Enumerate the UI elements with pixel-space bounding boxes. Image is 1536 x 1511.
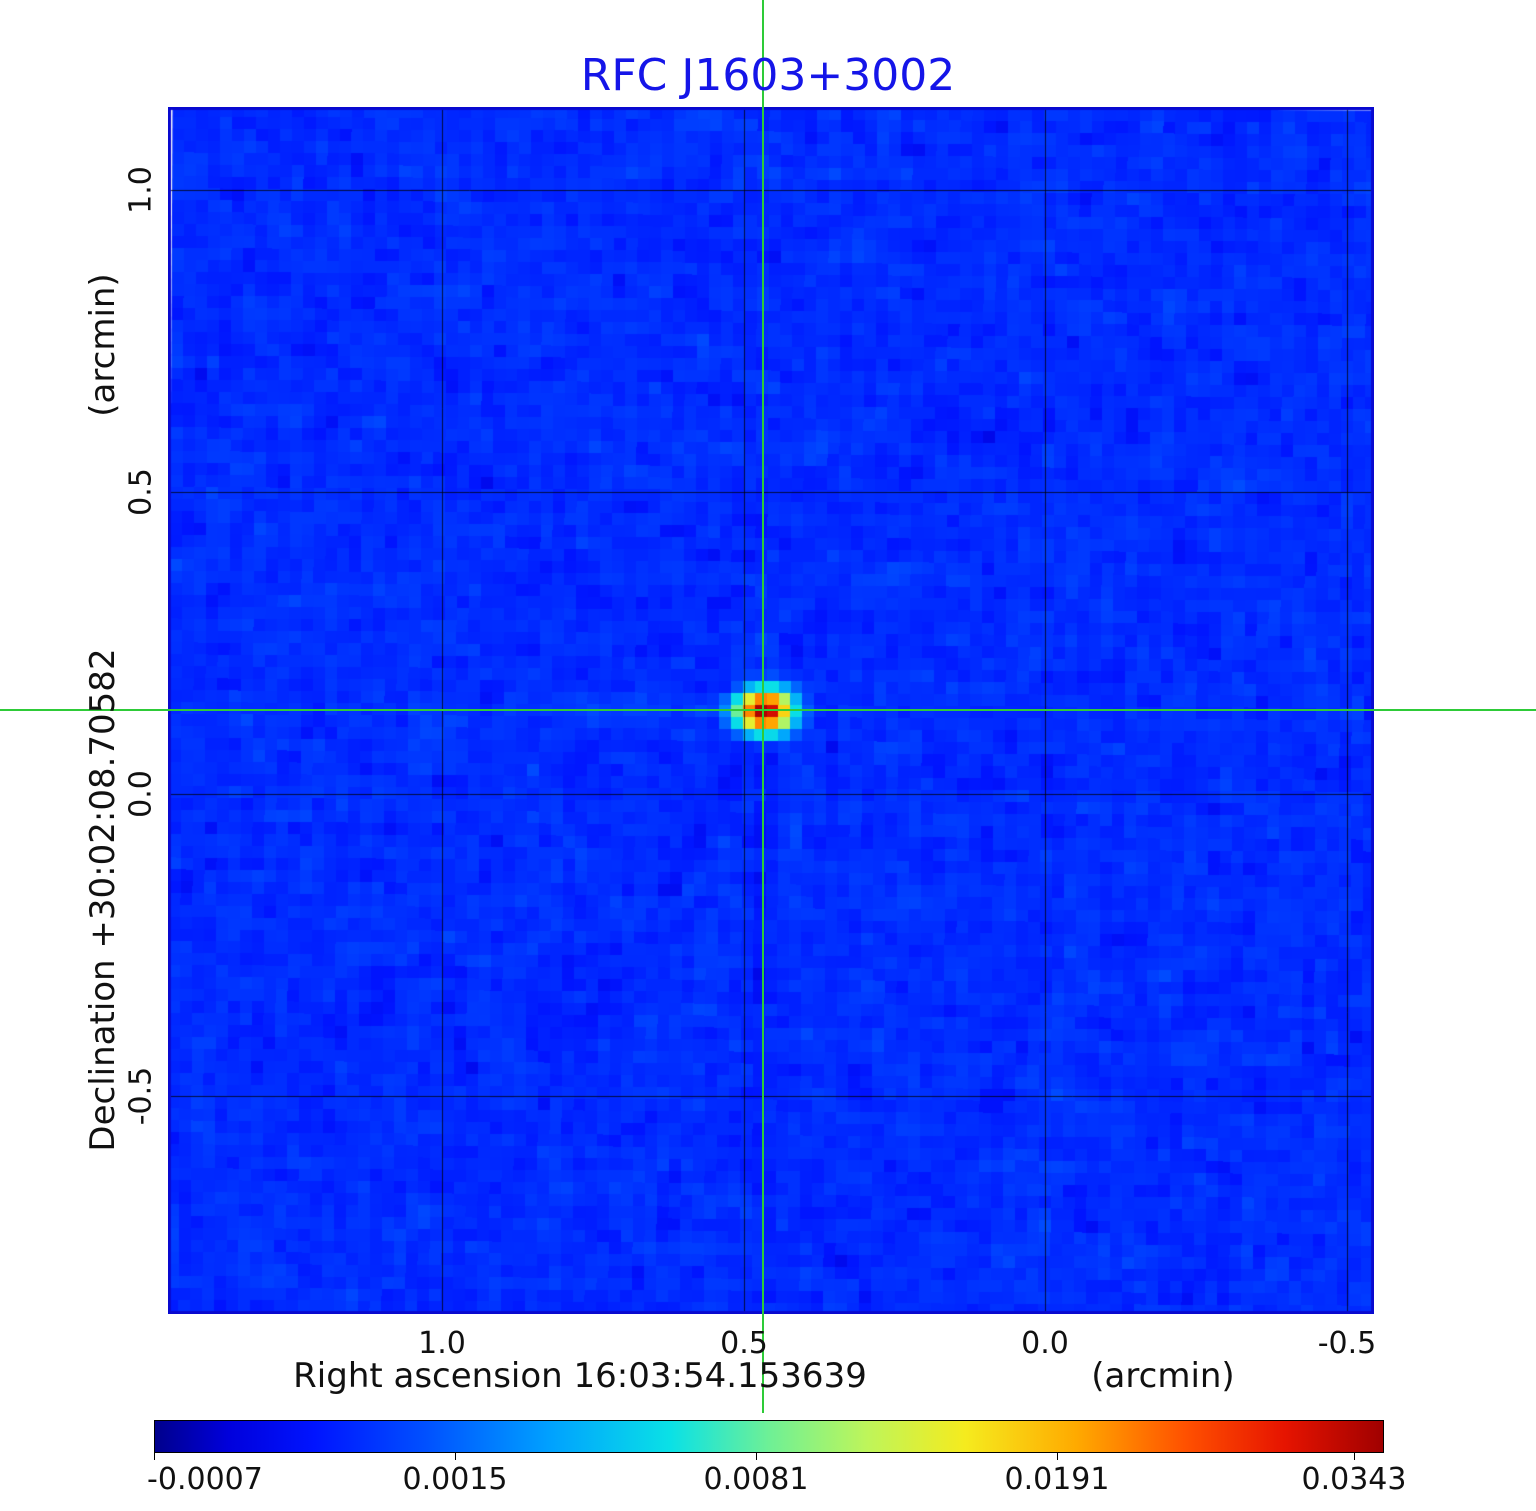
colorbar-tick	[1354, 1453, 1355, 1460]
x-axis-label: Right ascension 16:03:54.153639	[293, 1356, 867, 1396]
colorbar-tick	[756, 1453, 757, 1460]
colorbar-tick-label: 0.0191	[1004, 1462, 1110, 1497]
colorbar	[154, 1420, 1384, 1453]
crosshair-vertical-line	[762, 0, 764, 1413]
x-tick-label: -0.5	[1317, 1326, 1377, 1361]
colorbar-tick	[154, 1453, 155, 1460]
colorbar-tick	[455, 1453, 456, 1460]
colorbar-tick	[1057, 1453, 1058, 1460]
figure-title: RFC J1603+3002	[580, 50, 956, 101]
crosshair-horizontal-line	[0, 709, 1536, 711]
x-tick-label: 1.0	[418, 1326, 466, 1361]
colorbar-tick-label: 0.0343	[1301, 1462, 1407, 1497]
y-axis-unit-label: (arcmin)	[83, 273, 123, 417]
x-axis-unit-label: (arcmin)	[1091, 1356, 1235, 1396]
y-tick-label: 0.5	[123, 468, 159, 516]
colorbar-tick-label: 0.0081	[703, 1462, 809, 1497]
y-tick-label: -0.5	[123, 1066, 159, 1126]
y-axis-label: Declination +30:02:08.70582	[83, 648, 123, 1152]
x-tick-label: 0.0	[1021, 1326, 1069, 1361]
colorbar-tick-label: -0.0007	[147, 1462, 263, 1497]
colorbar-tick-label: 0.0015	[402, 1462, 508, 1497]
x-tick-label: 0.5	[720, 1326, 768, 1361]
y-tick-label: 0.0	[123, 770, 159, 818]
y-tick-label: 1.0	[123, 166, 159, 214]
